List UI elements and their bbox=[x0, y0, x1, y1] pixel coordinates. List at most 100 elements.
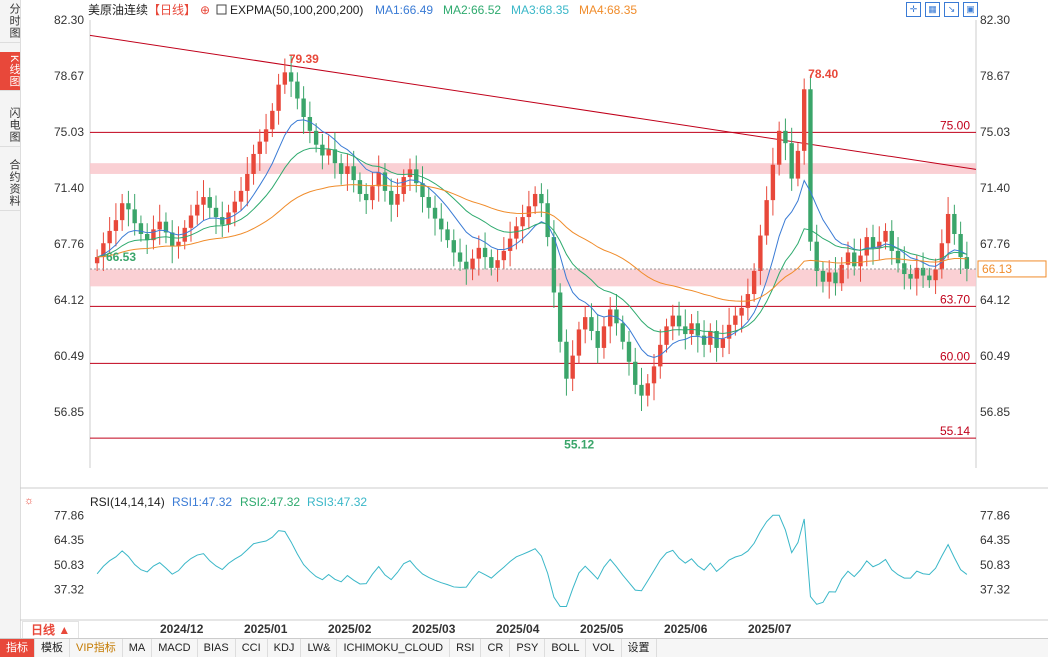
candle-body bbox=[945, 213, 951, 244]
indicator-tab[interactable]: VIP指标 bbox=[70, 639, 123, 657]
rsi-y-tick-right: 50.83 bbox=[980, 558, 1010, 572]
candle-body bbox=[545, 203, 550, 238]
ma1-label: MA1:66.49 bbox=[375, 3, 433, 17]
indicator-tab[interactable]: BOLL bbox=[545, 639, 587, 657]
rsi3-label: RSI3:47.32 bbox=[307, 495, 367, 509]
settings-icon[interactable]: ⊕ bbox=[200, 3, 210, 17]
y-tick-left: 64.12 bbox=[54, 293, 84, 307]
candle-body bbox=[927, 275, 932, 281]
candle-body bbox=[589, 317, 594, 331]
candle-body bbox=[470, 258, 475, 270]
candle-body bbox=[902, 263, 907, 275]
candle-body bbox=[770, 164, 776, 201]
candle-body bbox=[282, 72, 288, 85]
candle-body bbox=[576, 329, 582, 356]
crosshair-icon[interactable]: ✛ bbox=[906, 2, 921, 17]
x-tick: 2025/05 bbox=[580, 622, 624, 636]
indicator-tab[interactable]: MACD bbox=[152, 639, 198, 657]
indicator-tab[interactable]: LW& bbox=[301, 639, 338, 657]
candle-body bbox=[401, 177, 406, 194]
candle-body bbox=[889, 230, 894, 251]
fullscreen-icon[interactable]: ▣ bbox=[963, 2, 978, 17]
y-tick-right: 71.40 bbox=[980, 181, 1010, 195]
candle-body bbox=[852, 252, 857, 267]
annotation-label: 78.40 bbox=[808, 67, 838, 81]
candle-body bbox=[720, 338, 726, 348]
candle-body bbox=[376, 172, 381, 187]
rsi-y-tick-left: 50.83 bbox=[54, 558, 84, 572]
candle-body bbox=[751, 270, 757, 295]
rsi2-label: RSI2:47.32 bbox=[240, 495, 300, 509]
x-tick: 2025/02 bbox=[328, 622, 372, 636]
indicator-tab[interactable]: MA bbox=[123, 639, 153, 657]
y-tick-right: 82.30 bbox=[980, 13, 1010, 27]
indicator-tab[interactable]: CCI bbox=[236, 639, 268, 657]
indicator-tab[interactable]: CR bbox=[481, 639, 511, 657]
kline-chart[interactable]: 75.00 63.70 60.00 55.14 82.30 82.30 78.67 78.6… bbox=[20, 0, 1048, 638]
rsi-settings-icon[interactable]: ☼ bbox=[24, 495, 34, 507]
indicator-bar: 指标 模板 VIP指标 MA MACD BIAS CCI KDJ LW& ICHIMOKU_CLO… bbox=[0, 638, 1048, 657]
candle-body bbox=[795, 150, 801, 179]
candle-body bbox=[726, 324, 732, 339]
tab-timeshare[interactable]: 分时图 bbox=[0, 0, 20, 43]
candle-body bbox=[439, 218, 444, 230]
tab-contract-info[interactable]: 合约资料 bbox=[0, 156, 20, 211]
sidebar: 分时图 K线图 闪电图 合约资料 bbox=[0, 0, 21, 656]
candle-body bbox=[163, 221, 169, 233]
x-tick: 2024/12 bbox=[160, 622, 204, 636]
candle-body bbox=[551, 237, 557, 293]
candle-body bbox=[338, 163, 344, 174]
candle-body bbox=[833, 272, 838, 284]
candle-body bbox=[370, 186, 375, 201]
candle-body bbox=[432, 207, 438, 219]
candle-body bbox=[182, 227, 187, 242]
candle-body bbox=[170, 232, 175, 247]
current-price-box bbox=[977, 260, 1047, 278]
candle-body bbox=[701, 335, 707, 345]
ma2-label: MA2:66.52 bbox=[443, 3, 501, 17]
candle-body bbox=[564, 341, 569, 379]
grid bbox=[20, 20, 1048, 621]
candle-body bbox=[582, 317, 588, 330]
indicator-tab[interactable]: BIAS bbox=[198, 639, 236, 657]
candle-body bbox=[651, 366, 657, 384]
candle-body bbox=[270, 110, 275, 130]
candle-body bbox=[532, 193, 538, 207]
candle-body bbox=[101, 243, 106, 258]
indicator-tab[interactable]: VOL bbox=[586, 639, 622, 657]
tab-flash[interactable]: 闪电图 bbox=[0, 104, 20, 147]
indicator-tab[interactable]: KDJ bbox=[268, 639, 302, 657]
candle-body bbox=[113, 220, 119, 231]
candle-body bbox=[608, 309, 613, 327]
rsi-y-tick-right: 37.32 bbox=[980, 583, 1010, 597]
indicator-tab[interactable]: PSY bbox=[510, 639, 546, 657]
zoom-icon[interactable]: ▦ bbox=[925, 2, 940, 17]
candle-body bbox=[601, 326, 607, 348]
indicator-tab[interactable]: RSI bbox=[450, 639, 482, 657]
indicator-tab[interactable]: 设置 bbox=[622, 639, 657, 657]
candle-body bbox=[226, 212, 231, 225]
period-selector[interactable]: 日线 ▲ bbox=[22, 621, 80, 639]
candle-body bbox=[307, 116, 313, 131]
rsi-line bbox=[96, 514, 968, 608]
candle-body bbox=[426, 197, 431, 208]
tab-kline[interactable]: K线图 bbox=[0, 52, 20, 92]
rsi-y-tick-right: 77.86 bbox=[980, 509, 1010, 523]
indicator-tab[interactable]: 指标 bbox=[0, 639, 35, 657]
candle-body bbox=[801, 89, 807, 151]
candle-body bbox=[526, 206, 532, 218]
rsi1-label: RSI1:47.32 bbox=[172, 495, 232, 509]
candle-body bbox=[257, 141, 263, 154]
candle-body bbox=[220, 217, 225, 225]
indicator-tab[interactable]: ICHIMOKU_CLOUD bbox=[337, 639, 451, 657]
candle-body bbox=[126, 203, 131, 210]
candle-body bbox=[808, 89, 813, 242]
candle-body bbox=[395, 193, 400, 205]
candle-body bbox=[151, 229, 156, 241]
indicator-tab[interactable]: 模板 bbox=[35, 639, 70, 657]
reset-icon[interactable]: ↘ bbox=[944, 2, 959, 17]
candle-body bbox=[207, 197, 212, 208]
candle-body bbox=[119, 203, 125, 221]
candle-body bbox=[445, 229, 450, 241]
ma4-label: MA4:68.35 bbox=[579, 3, 637, 17]
